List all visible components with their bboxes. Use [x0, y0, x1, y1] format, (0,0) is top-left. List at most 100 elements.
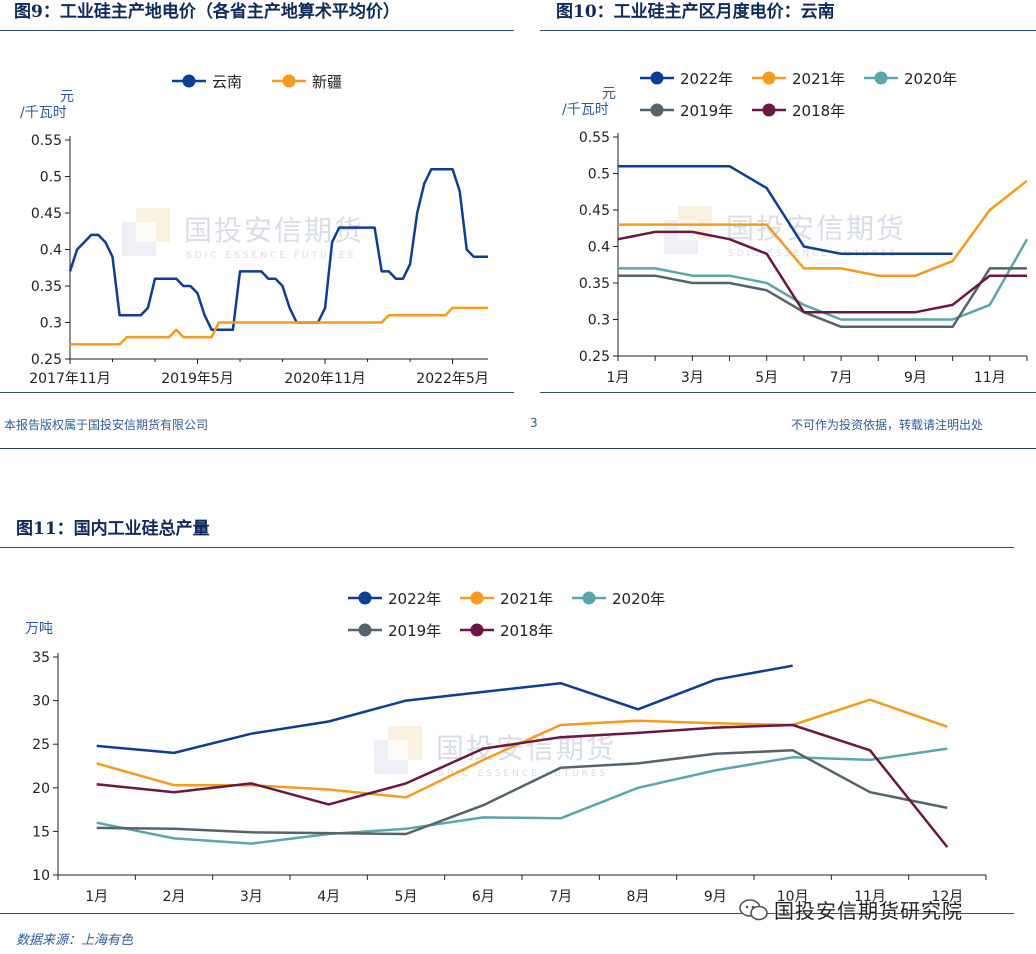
fig10-watermark-name: 国投安信期货	[726, 212, 906, 245]
fig11-legend-item-label: 2019年	[388, 622, 441, 640]
fig10-legend-item-marker	[762, 71, 776, 85]
fig11-legend-item-label: 2018年	[500, 622, 553, 640]
fig9-y-tick-label: 0.5	[40, 170, 62, 186]
fig11-y-tick-label: 10	[32, 868, 50, 884]
fig11-series-2018年	[96, 723, 949, 848]
fig10-y-tick-label: 0.25	[579, 349, 610, 365]
fig11-legend-item-marker	[358, 623, 372, 637]
fig10-x-tick-label: 5月	[755, 370, 778, 386]
fig11-x-tick-label: 4月	[317, 889, 340, 905]
fig9-y-tick-label: 0.55	[31, 133, 62, 149]
fig10-y-tick-label: 0.45	[579, 203, 610, 219]
fig9-ylabel-line2: /千瓦时	[20, 105, 67, 121]
fig11-x-tick-label: 12月	[931, 889, 963, 905]
fig11-x-tick-label: 7月	[549, 889, 572, 905]
fig11-x-tick-label: 11月	[854, 889, 886, 905]
fig11-legend-item-label: 2022年	[388, 590, 441, 608]
fig11-x-tick-label: 1月	[85, 889, 108, 905]
fig10-legend-item-marker	[650, 103, 664, 117]
fig11-y-tick-label: 15	[32, 824, 50, 840]
fig9-series-新疆	[70, 306, 488, 346]
footer-disclaimer: 不可作为投资依据，转载请注明出处	[791, 418, 984, 432]
fig9-title: 图9：工业硅主产地电价（各省主产地算术平均价）	[14, 2, 400, 22]
fig10-chart: 国投安信期货 SDIC ESSENCE FUTURES 0.25 0.3 0.35 0.4…	[562, 70, 1029, 386]
fig9-x-tick-label: 2017年11月	[29, 371, 110, 387]
fig11-x-tick-label: 9月	[704, 889, 727, 905]
fig9-legend-item-label: 新疆	[312, 73, 342, 91]
fig10-watermark-subtitle: SDIC ESSENCE FUTURES	[728, 249, 898, 259]
footer-page-number: 3	[530, 416, 538, 430]
fig9-legend-item-marker	[182, 74, 196, 88]
fig10-legend-item-marker	[874, 71, 888, 85]
fig10-y-tick-label: 0.5	[588, 167, 610, 183]
fig9-watermark-subtitle: SDIC ESSENCE FUTURES	[186, 251, 356, 261]
fig11-x-tick-label: 3月	[240, 889, 263, 905]
fig10-title-rule	[540, 30, 1036, 31]
fig9-bottom-rule	[0, 392, 514, 393]
fig11-title-rule	[0, 547, 1014, 548]
fig9-x-tick-label: 2019年5月	[161, 371, 234, 387]
fig11-y-tick-label: 25	[32, 737, 50, 753]
fig10-legend-item-label: 2022年	[680, 70, 733, 88]
fig10-y-tick-label: 0.55	[579, 130, 610, 146]
fig10-legend-item-label: 2021年	[792, 70, 845, 88]
wechat-icon	[739, 898, 768, 920]
fig11-x-tick-label: 10月	[777, 889, 809, 905]
fig11-y-tick-label: 30	[32, 694, 50, 710]
fig10-x-tick-label: 7月	[830, 370, 853, 386]
fig10-watermark: 国投安信期货 SDIC ESSENCE FUTURES	[664, 206, 906, 259]
fig9-legend: 云南 新疆	[172, 73, 342, 91]
fig11-legend-item-label: 2021年	[500, 590, 553, 608]
fig9-y-tick-label: 0.25	[31, 352, 62, 368]
fig9-watermark-logo	[122, 208, 170, 256]
fig9-y-tick-label: 0.35	[31, 279, 62, 295]
fig10-legend-item-marker	[650, 71, 664, 85]
fig9-x-tick-label: 2022年5月	[416, 371, 489, 387]
fig11-legend-item-label: 2020年	[612, 590, 665, 608]
fig10-legend-item-label: 2018年	[792, 102, 845, 120]
footer-rule	[0, 448, 1036, 449]
fig11-watermark-name: 国投安信期货	[436, 732, 616, 765]
fig10-title: 图10：工业硅主产区月度电价：云南	[556, 2, 835, 22]
fig11-ylabel: 万吨	[25, 621, 53, 637]
fig10-series-2019年	[618, 267, 1027, 329]
fig11-y-tick-label: 20	[32, 781, 50, 797]
fig9-series-云南	[68, 167, 488, 332]
fig10-legend-item-marker	[762, 103, 776, 117]
fig10-series-2018年	[617, 230, 1027, 314]
fig11-chart: 国投安信期货 SDIC ESSENCE FUTURES 10 15 20 25 30 35 1月…	[25, 590, 987, 905]
fig9-title-rule	[0, 30, 514, 31]
fig11-legend-item-marker	[470, 591, 484, 605]
fig9-y-tick-label: 0.4	[40, 243, 62, 259]
fig11-legend-item-marker	[582, 591, 596, 605]
fig11-y-tick-label: 35	[32, 650, 50, 666]
fig9-legend-item-marker	[282, 74, 296, 88]
fig10-legend: 2022年 2021年 2020年 2019年 2018年	[640, 70, 957, 120]
fig9-y-tick-label: 0.45	[31, 206, 62, 222]
fig10-legend-item-label: 2020年	[904, 70, 957, 88]
fig10-x-tick-label: 1月	[607, 370, 630, 386]
fig11-x-tick-label: 8月	[627, 889, 650, 905]
fig10-series-2022年	[618, 164, 953, 256]
fig10-watermark-logo	[664, 206, 712, 254]
fig10-series-2021年	[618, 179, 1028, 277]
fig10-legend-item-label: 2019年	[680, 102, 733, 120]
fig11-watermark-logo	[374, 726, 422, 774]
fig10-x-tick-label: 3月	[681, 370, 704, 386]
fig9-x-tick-label: 2020年11月	[284, 371, 365, 387]
fig11-watermark-subtitle: SDIC ESSENCE FUTURES	[438, 769, 608, 779]
source-label: 数据来源：上海有色	[16, 933, 134, 948]
fig11-legend-item-marker	[358, 591, 372, 605]
fig10-x-tick-label: 9月	[904, 370, 927, 386]
fig10-ylabel-line2: /千瓦时	[562, 102, 609, 118]
fig10-x-tick-label: 11月	[974, 370, 1006, 386]
fig9-ylabel-line1: 元	[60, 89, 74, 105]
fig10-y-tick-label: 0.4	[588, 240, 610, 256]
wechat-badge: 国投安信期货研究院	[738, 895, 963, 924]
fig9-y-tick-label: 0.3	[40, 316, 62, 332]
footer-copyright: 本报告版权属于国投安信期货有限公司	[4, 418, 209, 432]
fig11-legend: 2022年 2021年 2020年 2019年 2018年	[348, 590, 665, 640]
